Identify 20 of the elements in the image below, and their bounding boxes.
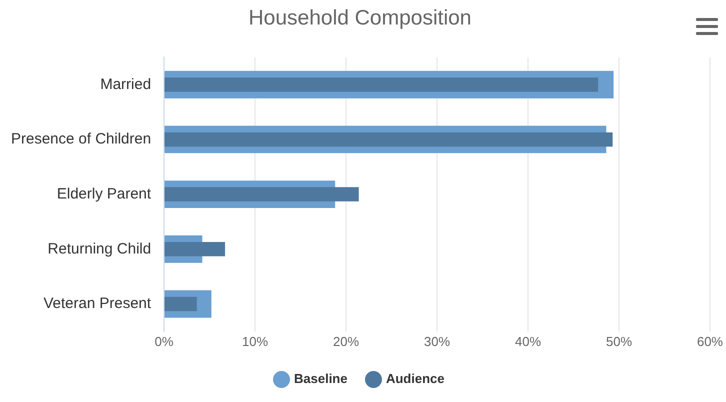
bar [164, 187, 359, 202]
bar [164, 242, 226, 256]
x-tick-label: 30% [424, 334, 450, 349]
bar [164, 132, 613, 147]
legend-label: Baseline [294, 371, 348, 386]
bar [164, 296, 197, 312]
x-tick-label: 60% [696, 334, 724, 349]
x-tick-label: 10% [242, 334, 269, 349]
x-tick-label: 50% [606, 334, 632, 349]
x-tick-label: 20% [333, 334, 360, 349]
y-tick-label: Presence of Children [11, 130, 152, 148]
bar [164, 77, 598, 92]
y-tick-label: Elderly Parent [56, 185, 152, 202]
x-tick-label: 0% [154, 334, 174, 349]
chart-title: Household Composition [248, 6, 472, 30]
y-tick-label: Married [100, 76, 152, 93]
y-tick-label: Returning Child [48, 240, 152, 258]
x-tick-label: 40% [515, 334, 542, 349]
legend-label: Audience [386, 371, 444, 386]
y-tick-label: Veteran Present [44, 295, 152, 312]
